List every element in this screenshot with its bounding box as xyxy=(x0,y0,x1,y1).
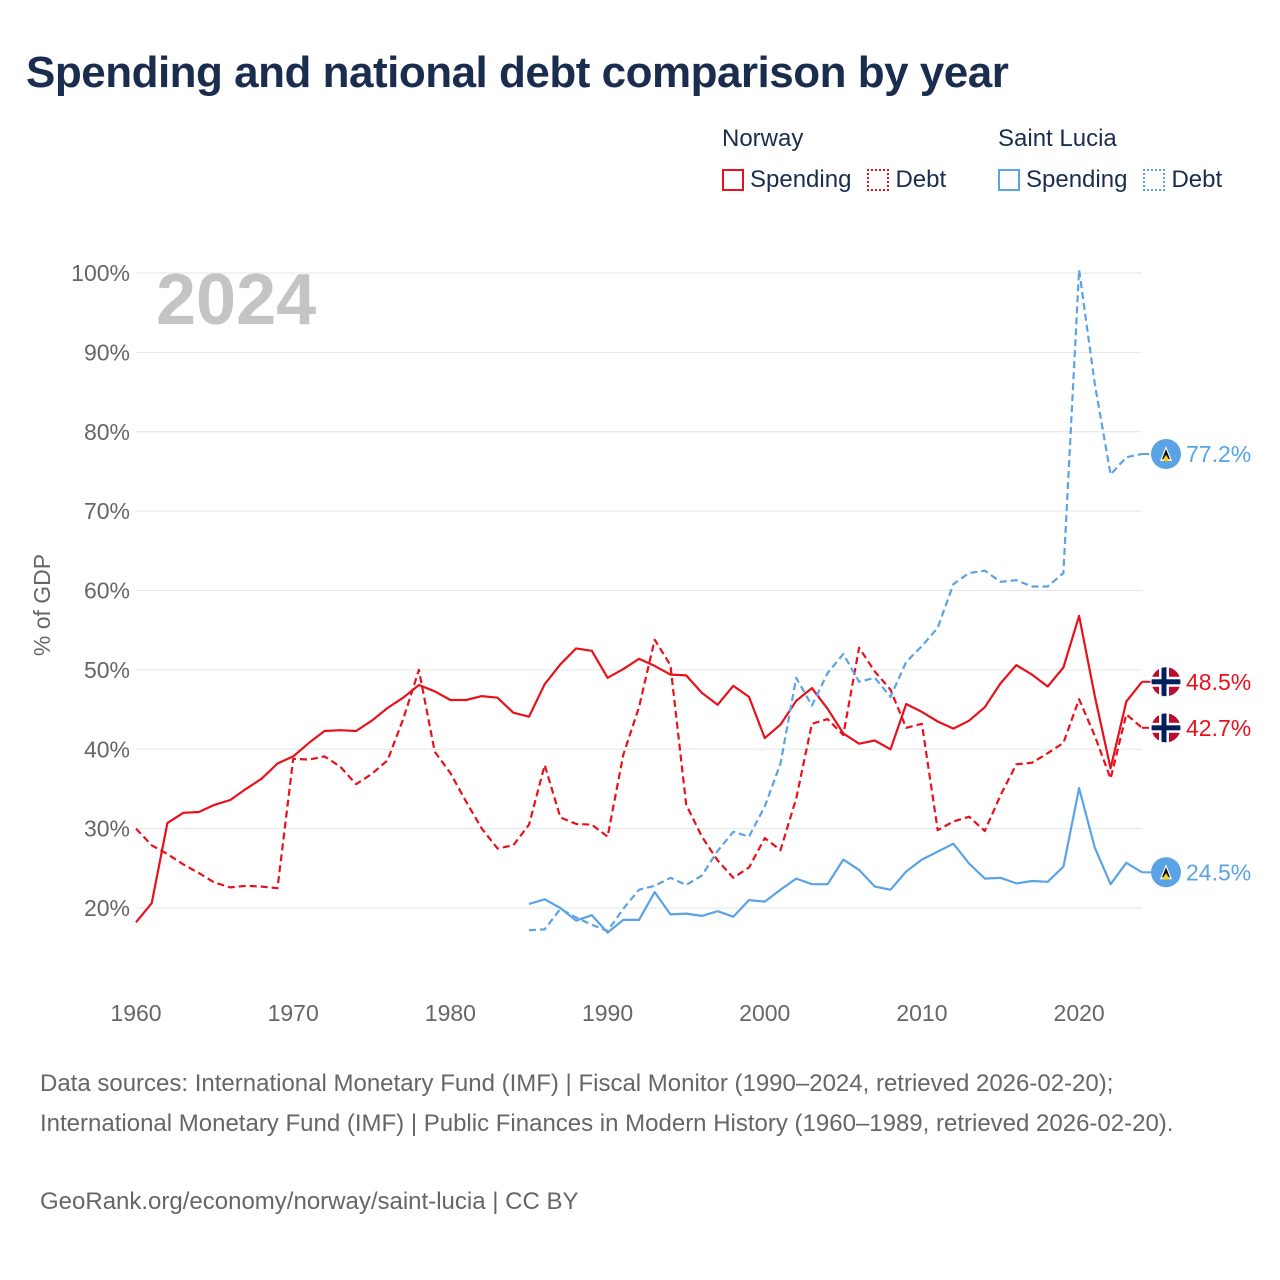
legend-item-norway-debt[interactable]: Debt xyxy=(867,166,946,194)
series-line-saint-lucia-debt[interactable] xyxy=(528,268,1143,933)
x-tick-label: 2000 xyxy=(739,1000,790,1026)
line-chart: 2024 20% 30% 40% 50% 60% 70% 80% 90% 100% 1960 1970… xyxy=(29,260,1251,1026)
x-tick-label: 2010 xyxy=(896,1000,947,1026)
legend-label: Debt xyxy=(895,166,947,193)
end-value-label: 24.5% xyxy=(1186,859,1251,885)
y-axis-label: % of GDP xyxy=(29,554,55,656)
series-line-norway-debt[interactable] xyxy=(135,638,1143,890)
flag-rim xyxy=(1150,666,1182,698)
y-tick-label: 40% xyxy=(84,736,130,762)
flag-triangle xyxy=(1162,867,1170,878)
series-line-norway-spending[interactable] xyxy=(135,614,1143,923)
legend-group-name: Norway xyxy=(722,125,804,152)
legend-item-saint-lucia-spending[interactable]: Spending xyxy=(998,166,1127,194)
y-tick-label: 20% xyxy=(84,895,130,921)
legend-swatch xyxy=(722,169,744,191)
legend-label: Spending xyxy=(1026,166,1128,193)
x-tick-label: 1990 xyxy=(582,1000,633,1026)
x-tick-label: 1980 xyxy=(425,1000,476,1026)
legend-label: Debt xyxy=(1171,166,1223,193)
legend-group-saint-lucia: Saint Lucia Spending Debt xyxy=(998,122,1238,194)
y-tick-label: 90% xyxy=(84,339,130,365)
y-tick-label: 30% xyxy=(84,816,130,842)
end-value-label: 77.2% xyxy=(1186,441,1251,467)
legend-item-norway-spending[interactable]: Spending xyxy=(722,166,851,194)
flag-triangle xyxy=(1162,454,1170,461)
flag-triangle xyxy=(1162,873,1170,880)
flag-rim xyxy=(1150,712,1182,744)
series-line-saint-lucia-spending[interactable] xyxy=(528,787,1143,934)
end-value-label: 42.7% xyxy=(1186,715,1251,741)
legend-swatch xyxy=(998,169,1020,191)
legend-swatch xyxy=(1143,169,1166,191)
legend-swatch xyxy=(867,169,890,191)
y-tick-label: 80% xyxy=(84,419,130,445)
data-sources: Data sources: International Monetary Fun… xyxy=(40,1070,1174,1137)
legend-group-name: Saint Lucia xyxy=(998,125,1117,152)
credit-line: GeoRank.org/economy/norway/saint-lucia |… xyxy=(40,1188,579,1215)
x-tick-label: 1960 xyxy=(110,1000,161,1026)
legend-label: Spending xyxy=(750,166,852,193)
flag-stripe xyxy=(1161,712,1167,743)
y-tick-label: 100% xyxy=(71,260,130,286)
year-label: 2024 xyxy=(156,260,316,340)
chart-title: Spending and national debt comparison by… xyxy=(26,48,1009,97)
x-tick-label: 1970 xyxy=(268,1000,319,1026)
y-tick-label: 70% xyxy=(84,498,130,524)
x-tick-label: 2020 xyxy=(1054,1000,1105,1026)
y-tick-label: 50% xyxy=(84,657,130,683)
legend-item-saint-lucia-debt[interactable]: Debt xyxy=(1143,166,1222,194)
end-value-label: 48.5% xyxy=(1186,669,1251,695)
y-tick-label: 60% xyxy=(84,578,130,604)
flag-stripe xyxy=(1161,666,1167,697)
legend-group-norway: Norway Spending Debt xyxy=(722,122,962,194)
flag-triangle xyxy=(1162,448,1170,459)
